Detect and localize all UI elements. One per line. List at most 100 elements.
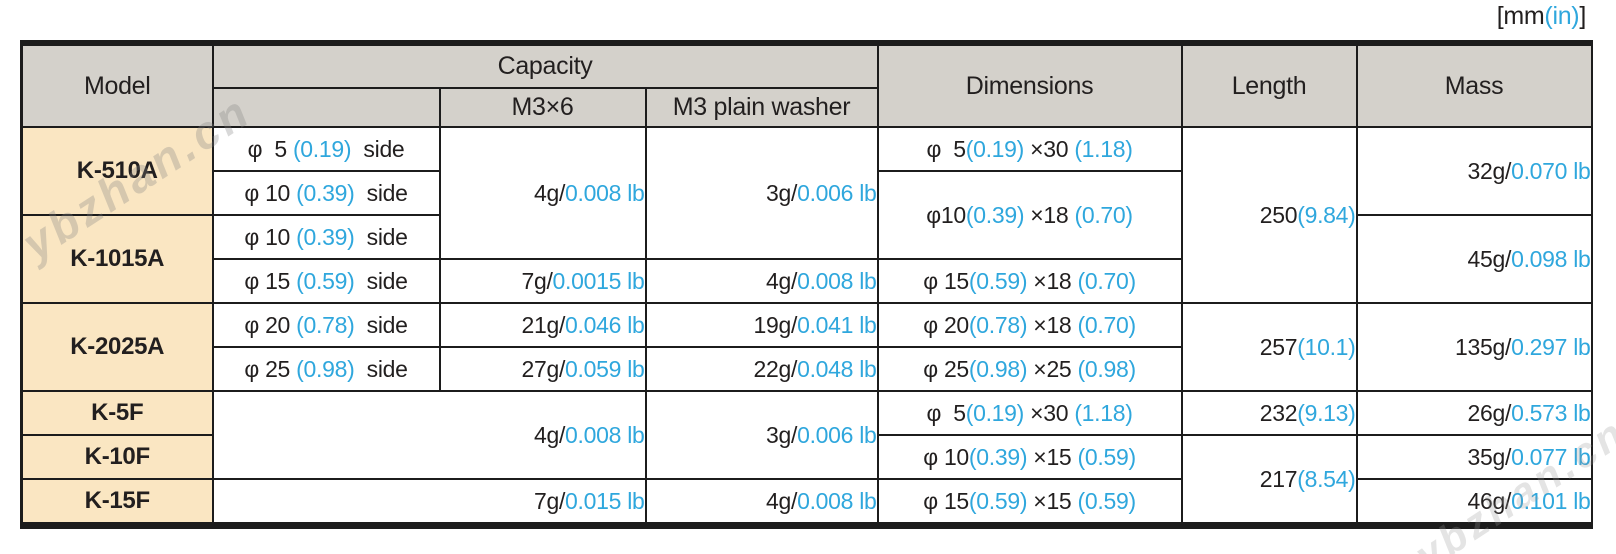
value-metric: K-510A [76, 157, 158, 184]
value-metric: 21g/ [521, 311, 566, 338]
value-metric: ×15 [1027, 443, 1078, 470]
table-row: K-5F 4g/0.008 lb 3g/0.006 lb φ 5(0.19) ×30 … [20, 390, 1593, 480]
value-inch: 0.046 lb [565, 311, 645, 338]
value-metric: K-2025A [70, 333, 165, 360]
value-metric: φ 10 [244, 223, 297, 250]
unit-note: [mm(in)] [1497, 2, 1587, 31]
unit-note-in: (in) [1544, 2, 1580, 30]
table-row: K-510A φ 5 (0.19) side 4g/0.008 lb 3g/0.006… [20, 126, 1593, 304]
value-inch: (0.59) [1077, 443, 1137, 470]
table-row: K-2025A φ 20 (0.78) side 21g/0.046 lb 19g/0… [20, 302, 1593, 392]
value-metric: 7g/ [521, 267, 553, 294]
value-inch: 0.070 lb [1511, 157, 1591, 184]
column-header-capacity-blank [211, 87, 441, 128]
value-metric: 35g/ [1467, 443, 1512, 470]
value-metric: 4g/ [533, 179, 566, 206]
value-metric: side [354, 223, 408, 250]
cell-side: φ 15 (0.59) side [211, 258, 441, 304]
cell-cap: 4g/0.008 lb [644, 478, 879, 527]
value-inch: 0.008 lb [797, 487, 877, 514]
value-inch: 0.006 lb [797, 421, 877, 448]
value-inch: 0.041 lb [797, 311, 877, 338]
value-inch: 0.573 lb [1511, 399, 1591, 426]
value-metric: φ 15 [244, 267, 297, 294]
value-inch: (0.70) [1074, 201, 1133, 228]
value-metric: K-10F [84, 443, 150, 470]
cell-cap: 7g/0.0015 lb [438, 258, 647, 304]
cell-dims: φ 5(0.19) ×30 (1.18) [876, 126, 1183, 172]
cell-side: φ 10 (0.39) side [211, 214, 441, 260]
value-metric: K-15F [84, 487, 150, 514]
value-inch: (8.54) [1297, 465, 1356, 492]
value-metric: ×18 [1027, 267, 1078, 294]
cell-cap: 4g/0.008 lb [211, 390, 647, 480]
value-metric: side [354, 179, 408, 206]
cell-mass: 135g/0.297 lb [1355, 302, 1593, 392]
spec-table-header: Model Capacity Dimensions Length Mass M3… [20, 42, 1593, 128]
value-inch: (0.59) [968, 267, 1028, 294]
cell-dims: φ 25(0.98) ×25 (0.98) [876, 346, 1183, 392]
cell-cap: 3g/0.006 lb [644, 390, 879, 480]
value-inch: (1.18) [1074, 399, 1133, 426]
value-metric: φ 10 [244, 179, 297, 206]
value-inch: (0.78) [968, 311, 1028, 338]
table-row: φ 10 (0.39) side φ10(0.39) ×18 (0.70) [22, 170, 1592, 260]
value-metric: ×30 [1024, 135, 1075, 162]
cell-cap: 3g/0.006 lb [644, 126, 879, 260]
value-metric: side [354, 311, 408, 338]
cell-len: 250(9.84) [1180, 126, 1358, 304]
value-inch: (0.98) [296, 355, 355, 382]
value-metric: φ 20 [244, 311, 297, 338]
value-metric: 3g/ [766, 179, 798, 206]
value-metric: ×30 [1024, 399, 1075, 426]
cell-len: 217(8.54) [1180, 434, 1358, 527]
cell-mass: 26g/0.573 lb [1355, 390, 1593, 436]
cell-cap: 4g/0.008 lb [438, 126, 647, 260]
value-inch: (0.39) [968, 443, 1028, 470]
value-inch: (0.19) [965, 135, 1025, 162]
cell-model: K-2025A [20, 302, 214, 392]
value-inch: (0.70) [1077, 311, 1137, 338]
value-inch: 0.098 lb [1511, 245, 1591, 272]
cell-side: φ 5 (0.19) side [211, 126, 441, 172]
value-metric: 32g/ [1467, 157, 1512, 184]
value-metric: 46g/ [1467, 487, 1512, 514]
cell-model: K-5F [20, 390, 214, 436]
value-inch: (0.98) [968, 355, 1028, 382]
cell-cap: 22g/0.048 lb [644, 346, 879, 392]
cell-model: K-510A [20, 126, 214, 216]
value-inch: (0.39) [965, 201, 1025, 228]
value-metric: φ 25 [923, 355, 969, 382]
value-metric: ×25 [1027, 355, 1078, 382]
value-metric: φ 10 [923, 443, 969, 470]
table-row: K-1015A φ 10 (0.39) side 45g/0.098 lb [20, 214, 1593, 304]
value-inch: (0.59) [296, 267, 355, 294]
cell-cap: 7g/0.015 lb [211, 478, 647, 527]
table-row: K-10F φ 10(0.39) ×15 (0.59) 217(8.54) 35g/0… [20, 434, 1593, 527]
cell-mass: 32g/0.070 lb [1355, 126, 1593, 216]
value-inch: (9.84) [1297, 201, 1356, 228]
value-metric: φ 5 [247, 135, 293, 162]
value-metric: φ 20 [923, 311, 969, 338]
cell-mass: 45g/0.098 lb [1355, 214, 1593, 304]
value-metric: K-5F [91, 399, 144, 426]
value-inch: 0.008 lb [565, 421, 645, 448]
column-header-m3x6: M3×6 [438, 87, 647, 128]
value-inch: (0.39) [296, 179, 355, 206]
value-inch: (0.59) [1077, 487, 1137, 514]
value-metric: 135g/ [1455, 333, 1512, 360]
value-metric: φ 15 [923, 487, 969, 514]
spec-table: Model Capacity Dimensions Length Mass M3… [20, 40, 1593, 529]
value-metric: side [354, 267, 408, 294]
cell-cap: 21g/0.046 lb [438, 302, 647, 348]
value-inch: (0.70) [1077, 267, 1137, 294]
cell-dims: φ10(0.39) ×18 (0.70) [876, 170, 1183, 260]
value-metric: 19g/ [753, 311, 798, 338]
value-metric: 4g/ [766, 487, 798, 514]
cell-dims: φ 15(0.59) ×18 (0.70) [876, 258, 1183, 304]
value-metric: 4g/ [766, 267, 798, 294]
column-header-mass: Mass [1355, 42, 1593, 128]
value-inch: 0.008 lb [797, 267, 877, 294]
value-metric: 26g/ [1467, 399, 1512, 426]
